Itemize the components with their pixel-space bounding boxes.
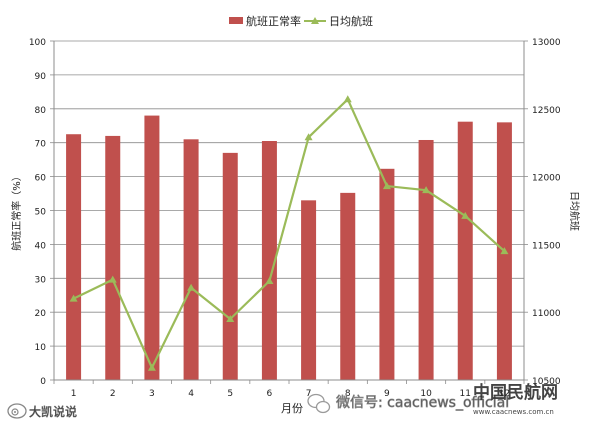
y-left-tick-label: 100 — [29, 38, 46, 48]
y-left-tick-label: 70 — [35, 140, 47, 150]
line-point — [461, 211, 470, 219]
line-point — [304, 133, 313, 141]
x-tick-label: 3 — [149, 389, 155, 399]
y-left-tick-label: 0 — [40, 377, 46, 387]
y-right-tick-label: 12500 — [532, 106, 561, 116]
y-left-tick-label: 80 — [35, 106, 47, 116]
x-tick-label: 1 — [71, 389, 77, 399]
line-point — [147, 363, 156, 371]
watermark-left-text: 大凯说说 — [29, 404, 77, 419]
y-left-tick-label: 90 — [35, 72, 47, 82]
y-right-tick-label: 10500 — [532, 377, 561, 387]
bar — [379, 168, 395, 380]
x-tick-label: 12 — [499, 389, 510, 399]
line-point — [108, 275, 117, 283]
watermark-left: 大凯说说 — [7, 403, 77, 419]
x-tick-label: 10 — [420, 389, 432, 399]
y-left-tick-label: 10 — [35, 343, 47, 353]
axes — [50, 40, 528, 384]
x-tick-label: 5 — [227, 389, 233, 399]
y-right-tick-label: 12000 — [532, 174, 561, 184]
watermark-logo-text: 中国民航网 — [473, 382, 558, 403]
legend-swatch-bar — [229, 17, 243, 24]
y-left-tick-label: 30 — [35, 275, 47, 285]
bar — [457, 121, 473, 380]
watermark-right: 微信号: caacnews_official 中国民航网 www.caacnew… — [307, 382, 558, 416]
line-series-path — [73, 98, 506, 369]
y-right-tick-label: 13000 — [532, 38, 561, 48]
y-right-tick-label: 11500 — [532, 241, 561, 251]
tick-labels: 0 10 20 30 40 50 60 70 80 90 100 10500 11000 11500 120… — [29, 38, 561, 399]
x-tick-label: 4 — [188, 389, 194, 399]
bar — [105, 135, 121, 380]
gridlines — [54, 40, 524, 347]
bars — [66, 115, 512, 381]
bar — [144, 115, 160, 380]
x-tick-label: 2 — [110, 389, 116, 399]
y-left-tick-label: 60 — [35, 174, 47, 184]
y-axis-right-title: 日均航班 — [568, 191, 581, 231]
y-right-tick-label: 11000 — [532, 309, 561, 319]
line-point — [265, 277, 274, 285]
y-left-tick-label: 50 — [35, 208, 47, 218]
watermark-wechat-text: 微信号: caacnews_official — [336, 395, 509, 411]
line-point — [226, 314, 235, 322]
weibo-icon — [7, 403, 27, 419]
bar — [183, 139, 199, 380]
x-tick-label: 8 — [345, 389, 351, 399]
watermark-url-text: www.caacnews.com.cn — [473, 408, 554, 416]
line-series — [69, 95, 509, 371]
x-axis-title: 月份 — [281, 402, 303, 415]
y-left-tick-label: 20 — [35, 309, 47, 319]
legend-label-bar: 航班正常率 — [246, 14, 301, 28]
legend-label-line: 日均航班 — [329, 14, 373, 28]
line-point — [69, 294, 78, 302]
line-point — [382, 182, 391, 190]
bar — [66, 134, 82, 380]
line-point — [343, 95, 352, 103]
y-left-tick-label: 40 — [35, 241, 47, 251]
x-tick-label: 11 — [460, 389, 471, 399]
legend: 航班正常率 日均航班 — [229, 14, 373, 28]
legend-marker — [311, 17, 319, 24]
bar — [418, 139, 434, 380]
x-tick-label: 7 — [306, 389, 312, 399]
wechat-icon — [307, 393, 331, 414]
x-tick-label: 9 — [384, 389, 390, 399]
bar — [301, 200, 317, 380]
x-tick-label: 6 — [267, 389, 273, 399]
line-point — [187, 283, 196, 291]
bar — [222, 152, 238, 380]
bar — [340, 192, 356, 380]
line-point — [422, 186, 431, 194]
line-point — [500, 247, 509, 255]
bar — [261, 141, 277, 380]
y-axis-left-title: 航班正常率（%） — [10, 171, 23, 251]
